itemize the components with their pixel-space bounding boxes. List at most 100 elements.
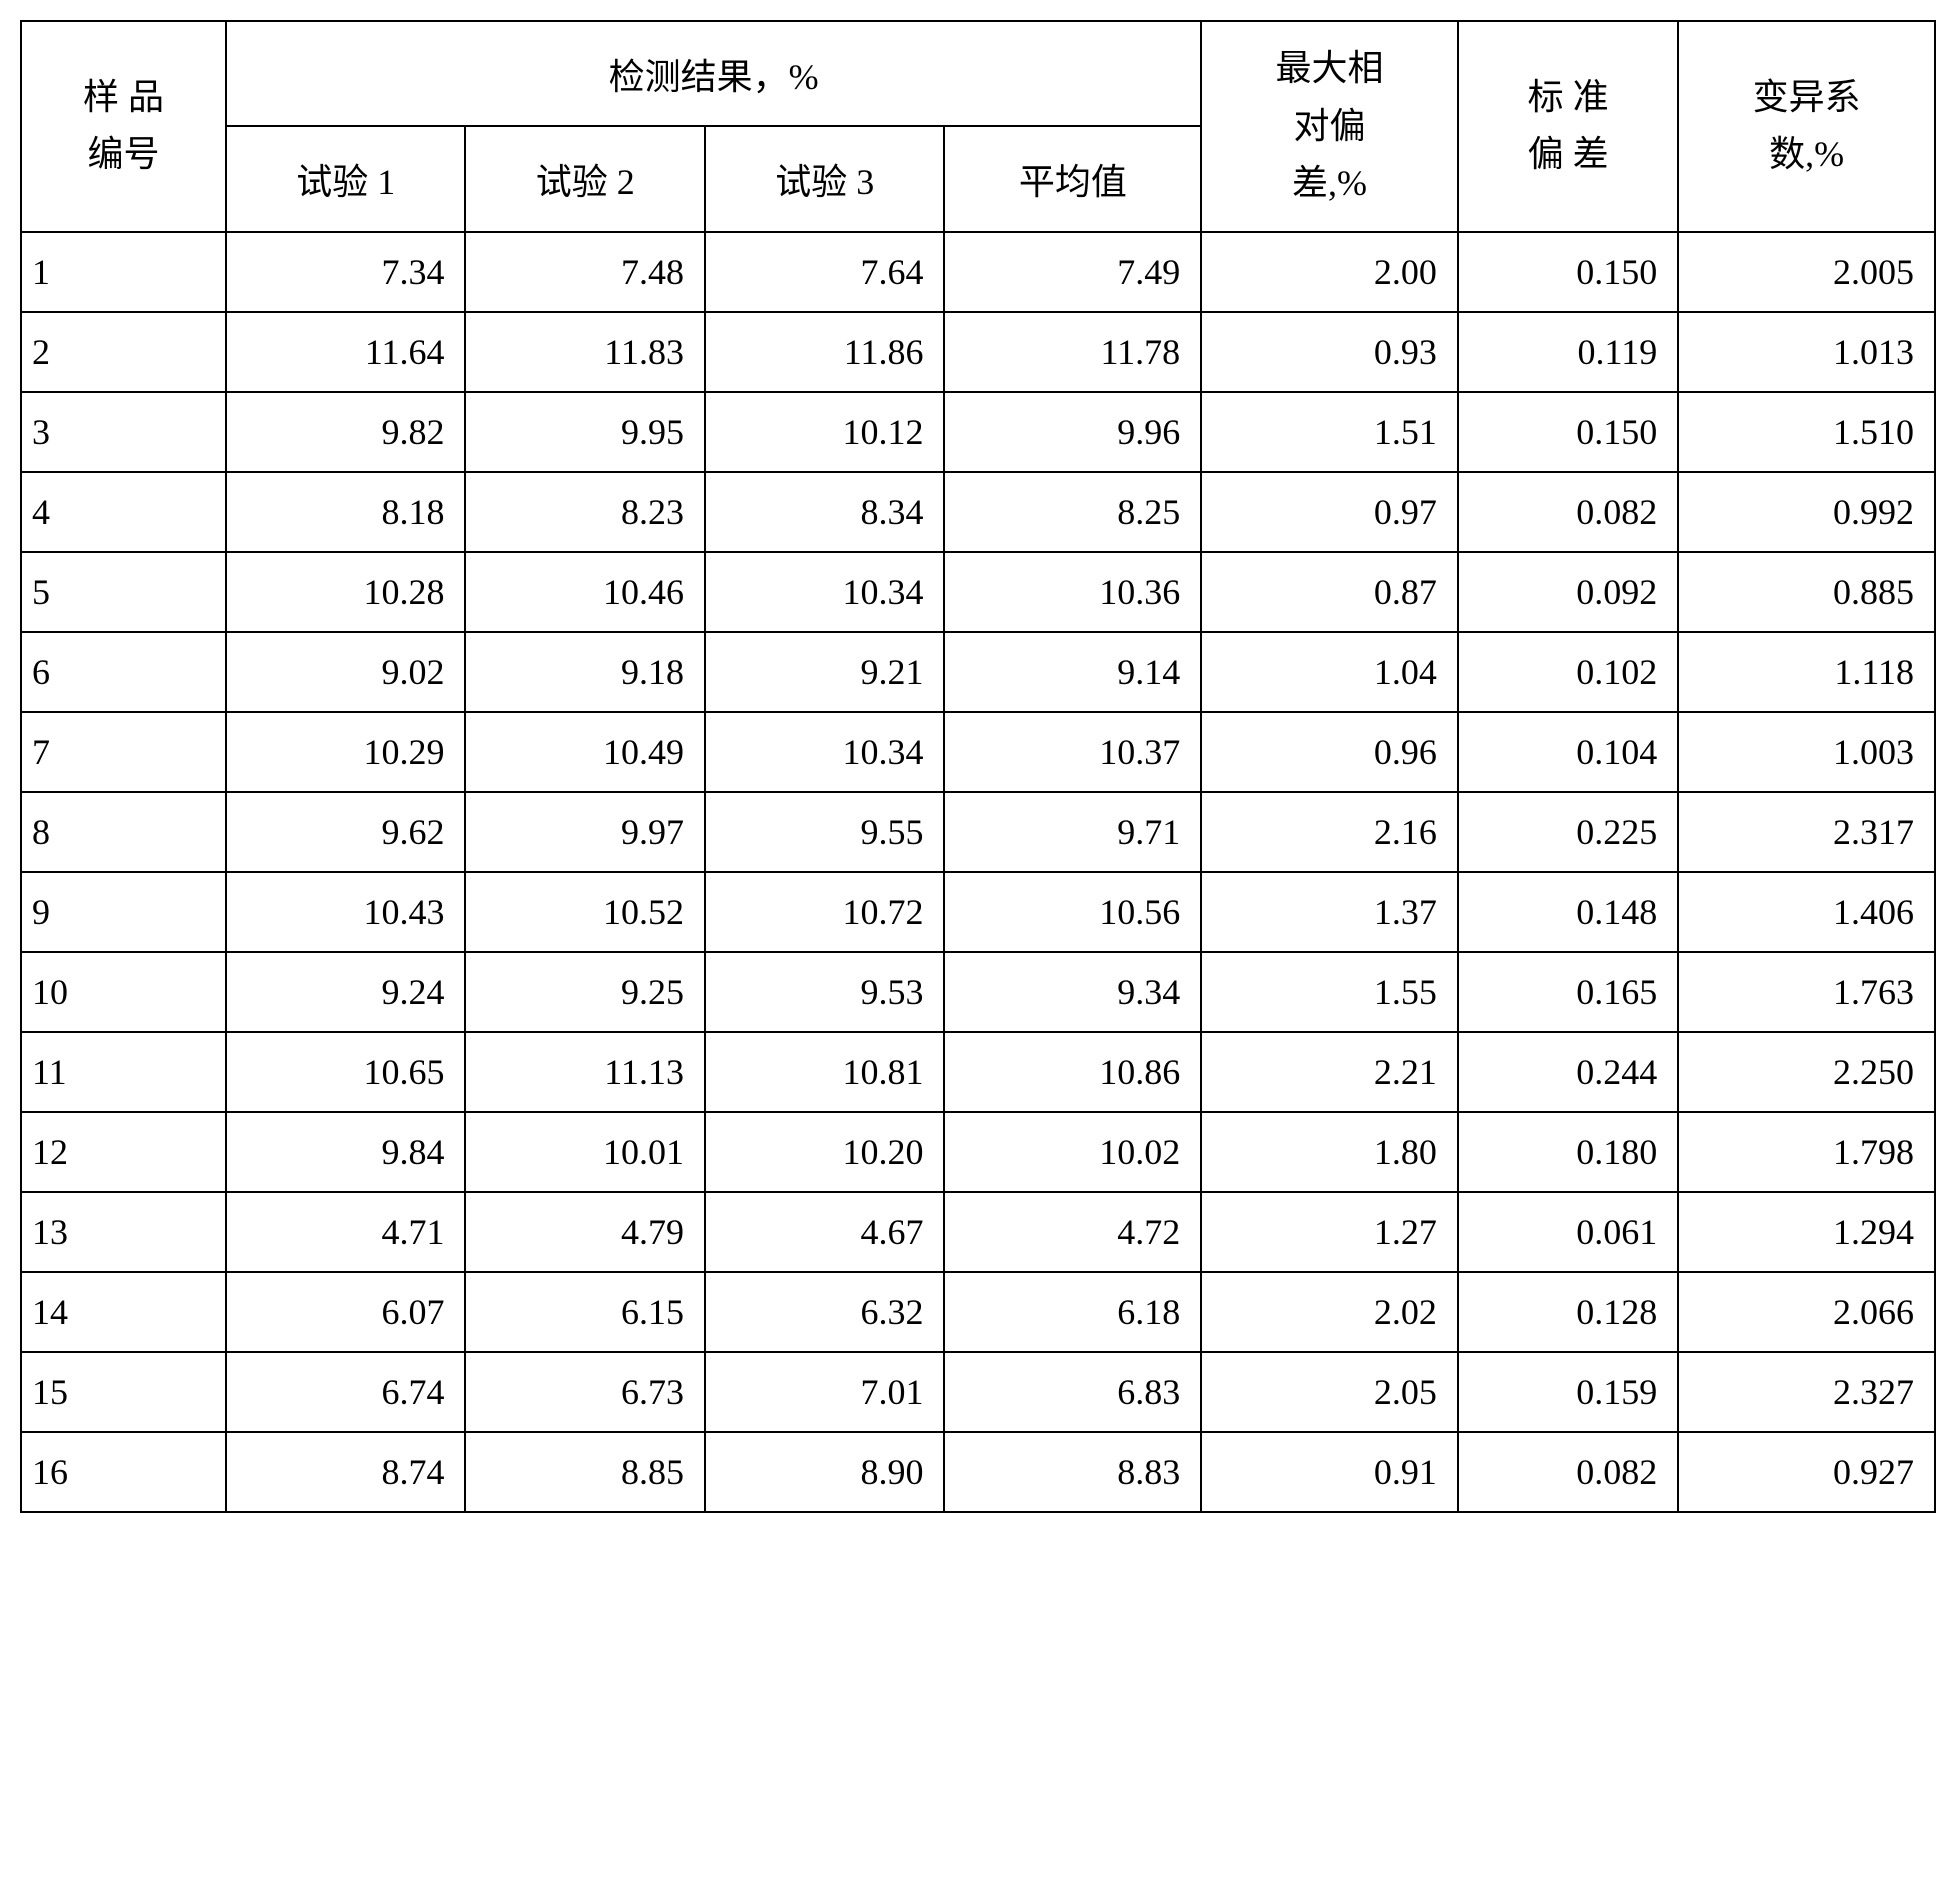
cell-sample-id: 4 [21,472,226,552]
cell-max-relative-deviation: 0.87 [1201,552,1458,632]
table-row: 510.2810.4610.3410.360.870.0920.885 [21,552,1935,632]
cell-std-deviation: 0.165 [1458,952,1678,1032]
cell-average: 10.56 [944,872,1201,952]
cell-max-relative-deviation: 0.96 [1201,712,1458,792]
cell-trial3: 8.90 [705,1432,944,1512]
table-header: 样 品编号 检测结果，% 最大相对偏差,% 标 准偏 差 变异系数,% 试验 1… [21,21,1935,232]
cell-sample-id: 11 [21,1032,226,1112]
cell-sample-id: 7 [21,712,226,792]
cell-sample-id: 16 [21,1432,226,1512]
cell-average: 11.78 [944,312,1201,392]
cell-trial3: 4.67 [705,1192,944,1272]
header-max-relative-deviation: 最大相对偏差,% [1201,21,1458,232]
cell-cv: 1.013 [1678,312,1935,392]
cell-average: 9.14 [944,632,1201,712]
cell-trial1: 10.29 [226,712,465,792]
cell-cv: 1.510 [1678,392,1935,472]
header-results-group: 检测结果，% [226,21,1201,126]
cell-std-deviation: 0.150 [1458,232,1678,312]
cell-trial2: 9.18 [465,632,704,712]
cell-trial2: 4.79 [465,1192,704,1272]
header-row-1: 样 品编号 检测结果，% 最大相对偏差,% 标 准偏 差 变异系数,% [21,21,1935,126]
table-row: 17.347.487.647.492.000.1502.005 [21,232,1935,312]
cell-average: 9.34 [944,952,1201,1032]
cell-sample-id: 5 [21,552,226,632]
cell-trial1: 7.34 [226,232,465,312]
cell-average: 9.71 [944,792,1201,872]
table-row: 48.188.238.348.250.970.0820.992 [21,472,1935,552]
cell-cv: 0.885 [1678,552,1935,632]
cell-trial2: 11.83 [465,312,704,392]
cell-sample-id: 6 [21,632,226,712]
cell-trial1: 9.82 [226,392,465,472]
cell-trial2: 10.52 [465,872,704,952]
cell-trial1: 4.71 [226,1192,465,1272]
table-row: 710.2910.4910.3410.370.960.1041.003 [21,712,1935,792]
data-table: 样 品编号 检测结果，% 最大相对偏差,% 标 准偏 差 变异系数,% 试验 1… [20,20,1936,1513]
cell-trial1: 9.24 [226,952,465,1032]
table-row: 1110.6511.1310.8110.862.210.2442.250 [21,1032,1935,1112]
cell-max-relative-deviation: 1.04 [1201,632,1458,712]
cell-average: 10.02 [944,1112,1201,1192]
table-body: 17.347.487.647.492.000.1502.005211.6411.… [21,232,1935,1512]
cell-trial1: 8.18 [226,472,465,552]
cell-trial3: 7.64 [705,232,944,312]
cell-cv: 0.992 [1678,472,1935,552]
cell-std-deviation: 0.159 [1458,1352,1678,1432]
cell-max-relative-deviation: 2.21 [1201,1032,1458,1112]
cell-trial1: 6.74 [226,1352,465,1432]
cell-trial2: 9.97 [465,792,704,872]
cell-cv: 2.250 [1678,1032,1935,1112]
cell-sample-id: 12 [21,1112,226,1192]
header-trial1: 试验 1 [226,126,465,231]
cell-max-relative-deviation: 0.93 [1201,312,1458,392]
cell-average: 4.72 [944,1192,1201,1272]
cell-max-relative-deviation: 2.00 [1201,232,1458,312]
cell-sample-id: 3 [21,392,226,472]
cell-trial1: 10.65 [226,1032,465,1112]
cell-average: 7.49 [944,232,1201,312]
cell-trial1: 9.84 [226,1112,465,1192]
cell-trial2: 6.73 [465,1352,704,1432]
cell-sample-id: 14 [21,1272,226,1352]
cell-sample-id: 13 [21,1192,226,1272]
cell-trial3: 7.01 [705,1352,944,1432]
cell-cv: 1.294 [1678,1192,1935,1272]
cell-std-deviation: 0.092 [1458,552,1678,632]
cell-sample-id: 10 [21,952,226,1032]
cell-trial2: 9.95 [465,392,704,472]
header-average: 平均值 [944,126,1201,231]
table-row: 39.829.9510.129.961.510.1501.510 [21,392,1935,472]
cell-average: 6.18 [944,1272,1201,1352]
cell-trial3: 10.34 [705,552,944,632]
cell-average: 10.86 [944,1032,1201,1112]
cell-trial1: 8.74 [226,1432,465,1512]
cell-std-deviation: 0.082 [1458,472,1678,552]
cell-max-relative-deviation: 1.37 [1201,872,1458,952]
table-row: 168.748.858.908.830.910.0820.927 [21,1432,1935,1512]
cell-max-relative-deviation: 1.80 [1201,1112,1458,1192]
cell-trial3: 11.86 [705,312,944,392]
cell-sample-id: 8 [21,792,226,872]
header-trial2: 试验 2 [465,126,704,231]
cell-average: 10.36 [944,552,1201,632]
cell-max-relative-deviation: 2.05 [1201,1352,1458,1432]
cell-cv: 1.118 [1678,632,1935,712]
cell-cv: 2.327 [1678,1352,1935,1432]
cell-cv: 1.003 [1678,712,1935,792]
cell-max-relative-deviation: 1.55 [1201,952,1458,1032]
cell-trial2: 10.46 [465,552,704,632]
cell-cv: 1.763 [1678,952,1935,1032]
cell-cv: 1.798 [1678,1112,1935,1192]
cell-max-relative-deviation: 2.16 [1201,792,1458,872]
cell-cv: 0.927 [1678,1432,1935,1512]
cell-trial2: 9.25 [465,952,704,1032]
cell-trial1: 11.64 [226,312,465,392]
table-row: 910.4310.5210.7210.561.370.1481.406 [21,872,1935,952]
cell-trial2: 10.49 [465,712,704,792]
cell-trial1: 6.07 [226,1272,465,1352]
cell-std-deviation: 0.104 [1458,712,1678,792]
table-row: 134.714.794.674.721.270.0611.294 [21,1192,1935,1272]
cell-trial2: 7.48 [465,232,704,312]
cell-trial2: 11.13 [465,1032,704,1112]
